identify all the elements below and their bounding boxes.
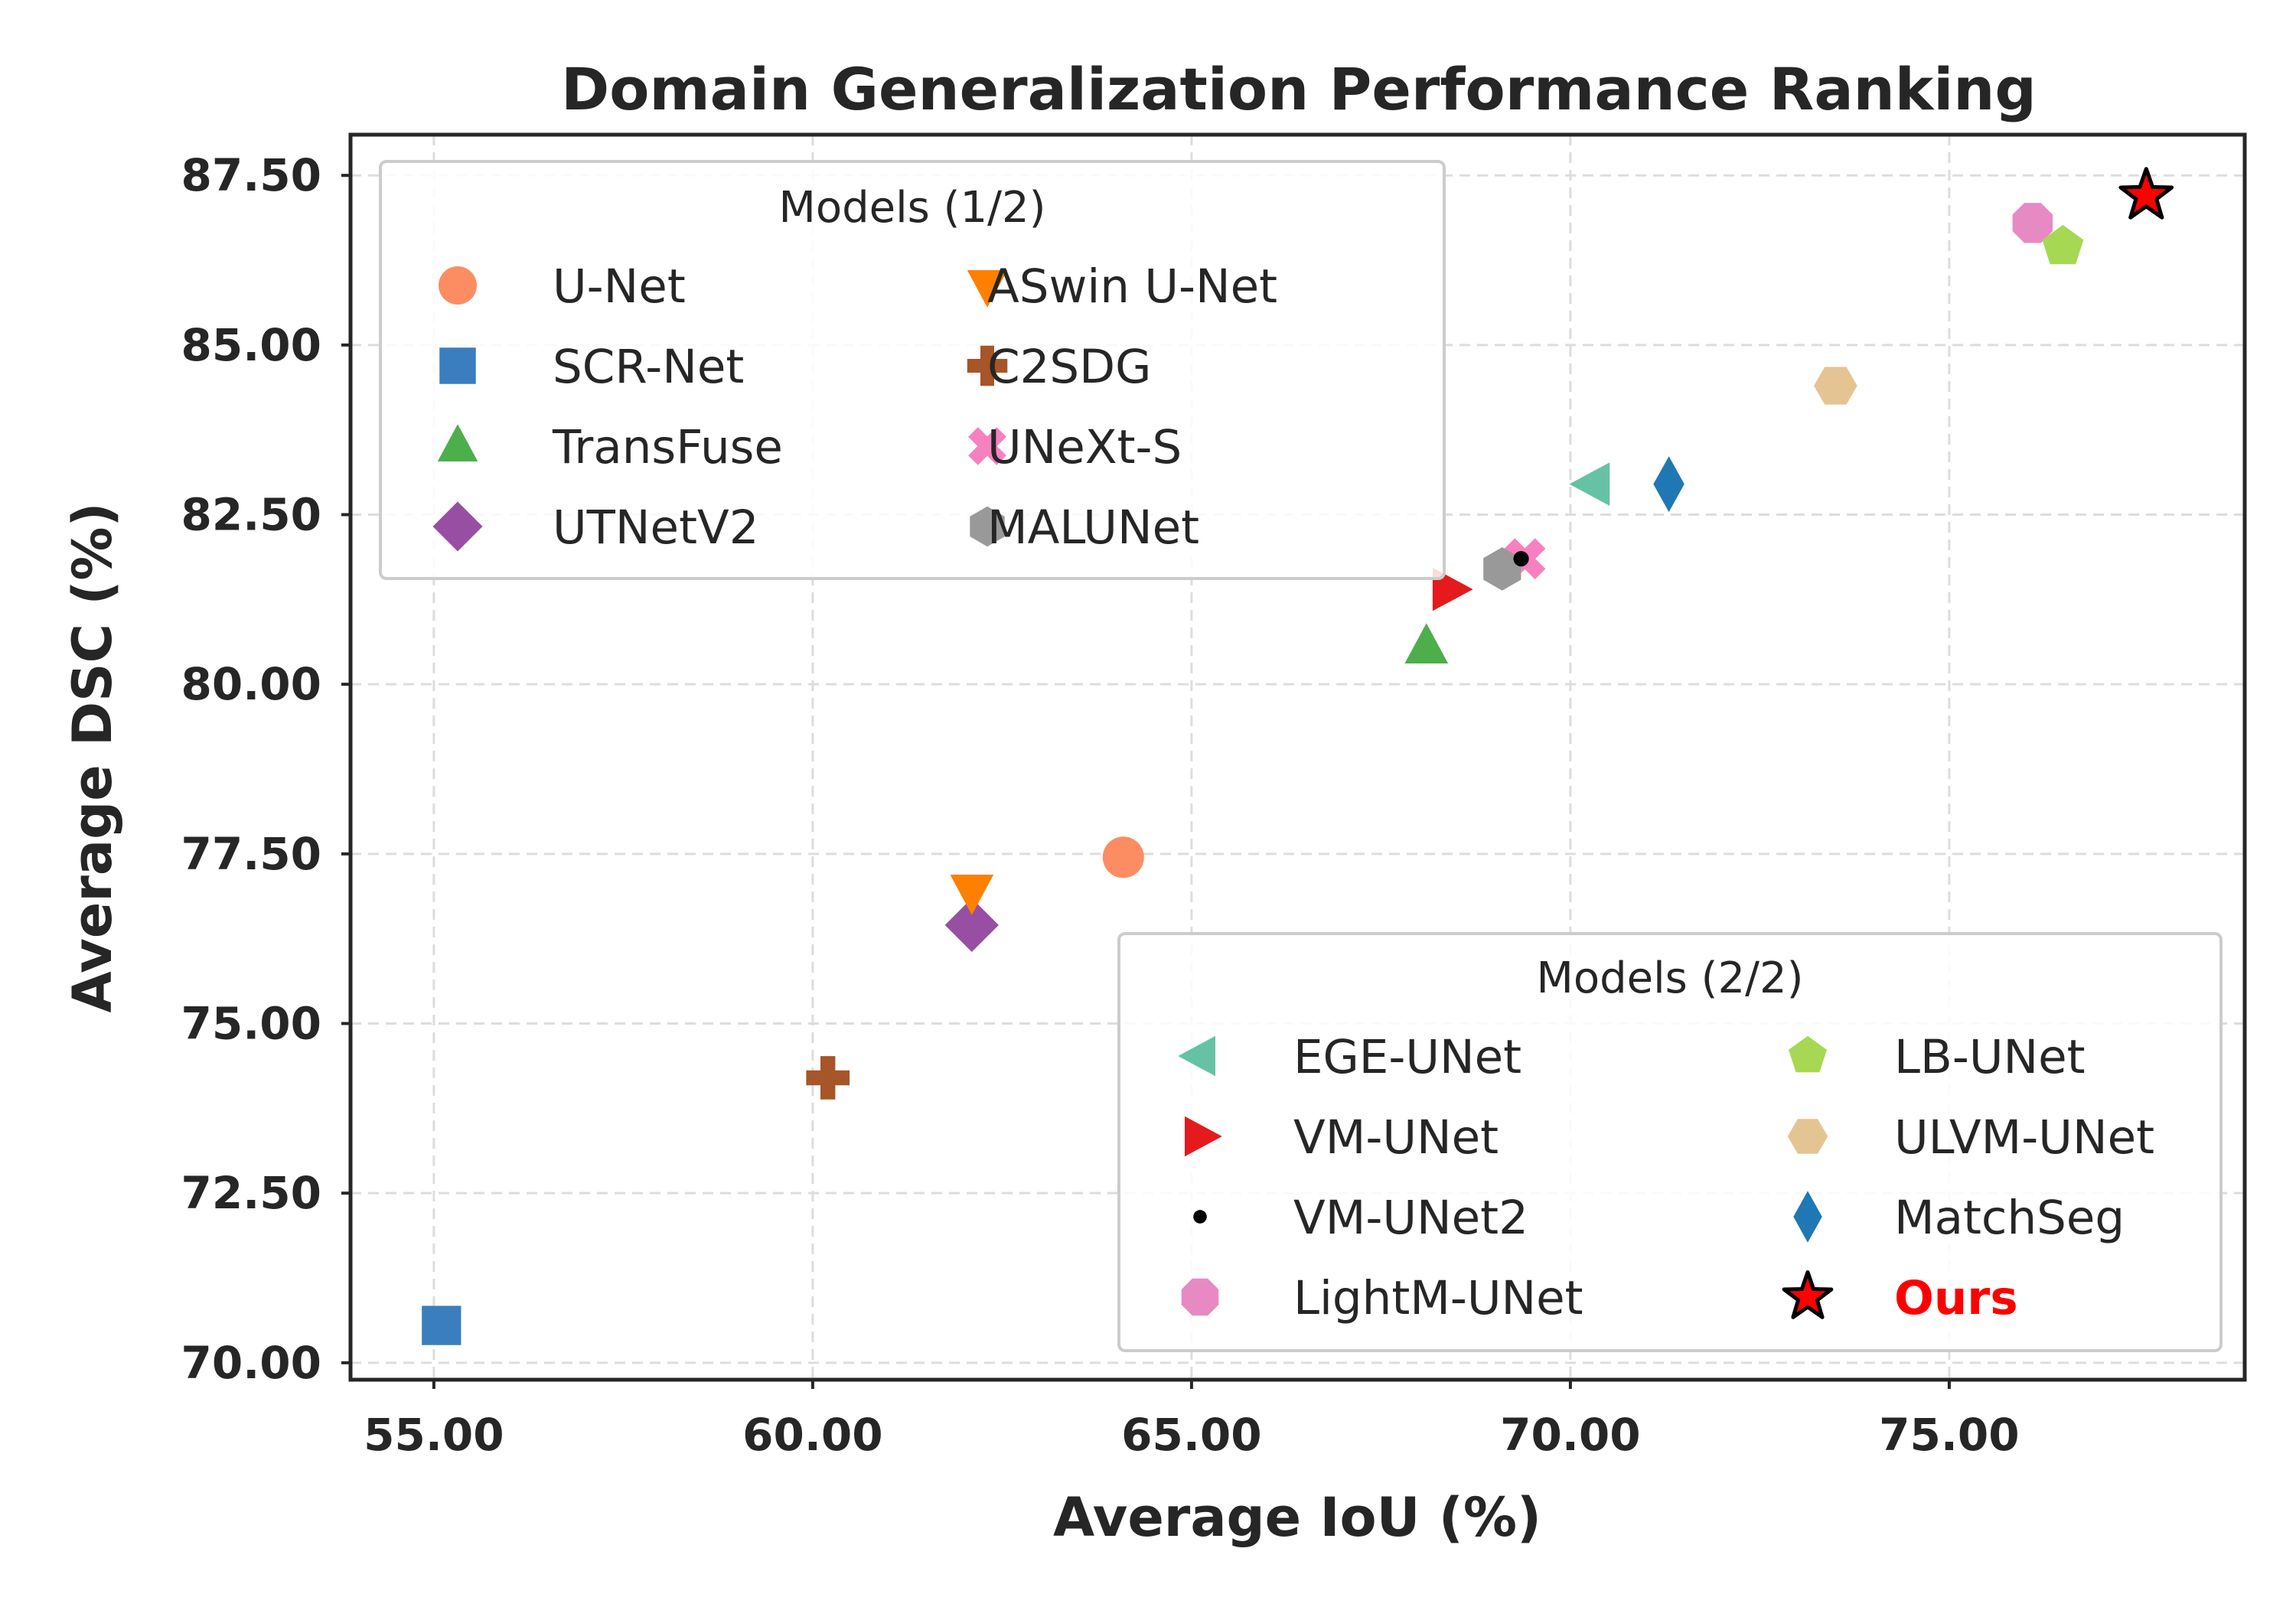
legend-marker-vm-unet (1185, 1116, 1222, 1157)
legend-marker-malunet (970, 506, 1005, 547)
legend-label-ours: Ours (1894, 1271, 2018, 1325)
point-ours (2118, 167, 2174, 220)
x-axis-label: Average IoU (%) (1053, 1486, 1541, 1549)
legend-box (379, 160, 1446, 580)
legend-title: Models (2/2) (1537, 953, 1804, 1003)
x-tick-label: 60.00 (742, 1409, 882, 1461)
legend-label-lb-unet: LB-UNet (1894, 1030, 2086, 1084)
point-lb-unet (2042, 224, 2084, 265)
point-malunet (1483, 547, 1521, 591)
y-tick-label: 72.50 (181, 1167, 321, 1219)
point-u-net (1102, 836, 1144, 878)
legend-label-malunet: MALUNet (987, 500, 1199, 555)
legend-marker-lightm-unet (1181, 1278, 1219, 1316)
legend-label-aswin-u-net: ASwin U-Net (987, 259, 1277, 314)
x-tick-label: 75.00 (1879, 1409, 2019, 1461)
point-vm-unet2 (1513, 551, 1529, 567)
legend-marker-matchseg (1793, 1191, 1822, 1243)
legend-label-transfuse: TransFuse (552, 420, 783, 474)
chart-title: Domain Generalization Performance Rankin… (561, 55, 2037, 123)
legend-marker-utnetv2 (432, 501, 483, 552)
x-tick-label: 65.00 (1121, 1409, 1261, 1461)
plot-frame (348, 132, 2247, 1382)
legend-label-c2sdg: C2SDG (987, 340, 1151, 394)
legend-label-unext-s: UNeXt-S (987, 420, 1182, 474)
data-points (422, 167, 2174, 1345)
legend-models-2: Models (2/2) EGE-UNet VM-UNet VM-UNet2 Light… (1117, 932, 2223, 1352)
grid (351, 135, 2245, 1380)
point-utnetv2 (944, 898, 999, 952)
legend-marker-ulvm-unet (1787, 1119, 1828, 1154)
legend-marker-vm-unet2 (1193, 1210, 1207, 1224)
y-tick-label: 75.00 (181, 998, 321, 1050)
legend-marker-ours (1782, 1270, 1834, 1319)
legend-marker-ege-unet (1178, 1035, 1215, 1077)
x-tick-label: 55.00 (364, 1409, 504, 1461)
y-tick-label: 85.00 (181, 319, 321, 371)
legend-marker-unext-s (968, 427, 1006, 465)
legend-marker-u-net (439, 266, 477, 305)
legend-title: Models (1/2) (779, 183, 1046, 233)
legend-marker-aswin-u-net (967, 270, 1008, 308)
legend-label-matchseg: MatchSeg (1894, 1191, 2125, 1245)
legend-marker-lb-unet (1789, 1035, 1827, 1073)
y-tick-label: 87.50 (181, 149, 321, 201)
legend-box (1117, 932, 2223, 1352)
axis-ticks: 55.00 60.00 65.00 70.00 75.00 70.00 72.50 75.00… (181, 149, 2020, 1461)
legend-label-scr-net: SCR-Net (553, 340, 744, 394)
point-matchseg (1653, 456, 1684, 513)
point-ulvm-unet (1814, 367, 1857, 405)
legend-label-vm-unet: VM-UNet (1293, 1110, 1499, 1165)
legend-label-utnetv2: UTNetV2 (553, 500, 759, 555)
point-c2sdg (806, 1056, 850, 1100)
y-tick-label: 77.50 (181, 828, 321, 880)
point-transfuse (1404, 623, 1449, 663)
legend-label-vm-unet2: VM-UNet2 (1293, 1191, 1528, 1245)
y-tick-label: 70.00 (181, 1337, 321, 1389)
y-tick-label: 82.50 (181, 489, 321, 541)
point-aswin-u-net (950, 875, 994, 915)
point-lightm-unet (2012, 203, 2053, 243)
legend-label-lightm-unet: LightM-UNet (1293, 1271, 1583, 1325)
legend-marker-scr-net (439, 347, 476, 384)
legend-label-u-net: U-Net (553, 259, 686, 314)
legend-marker-c2sdg (967, 345, 1008, 386)
legend-models-1: Models (1/2) U-Net SCR-Net TransFuse UTNetV2… (379, 160, 1446, 580)
legend-marker-transfuse (437, 424, 478, 461)
legend-label-ulvm-unet: ULVM-UNet (1894, 1110, 2154, 1165)
y-axis-label: Average DSC (%) (61, 503, 124, 1013)
x-tick-label: 70.00 (1500, 1409, 1640, 1461)
point-ege-unet (1569, 462, 1610, 506)
y-tick-label: 80.00 (181, 658, 321, 710)
point-scr-net (422, 1305, 461, 1345)
legend-label-ege-unet: EGE-UNet (1293, 1030, 1521, 1084)
